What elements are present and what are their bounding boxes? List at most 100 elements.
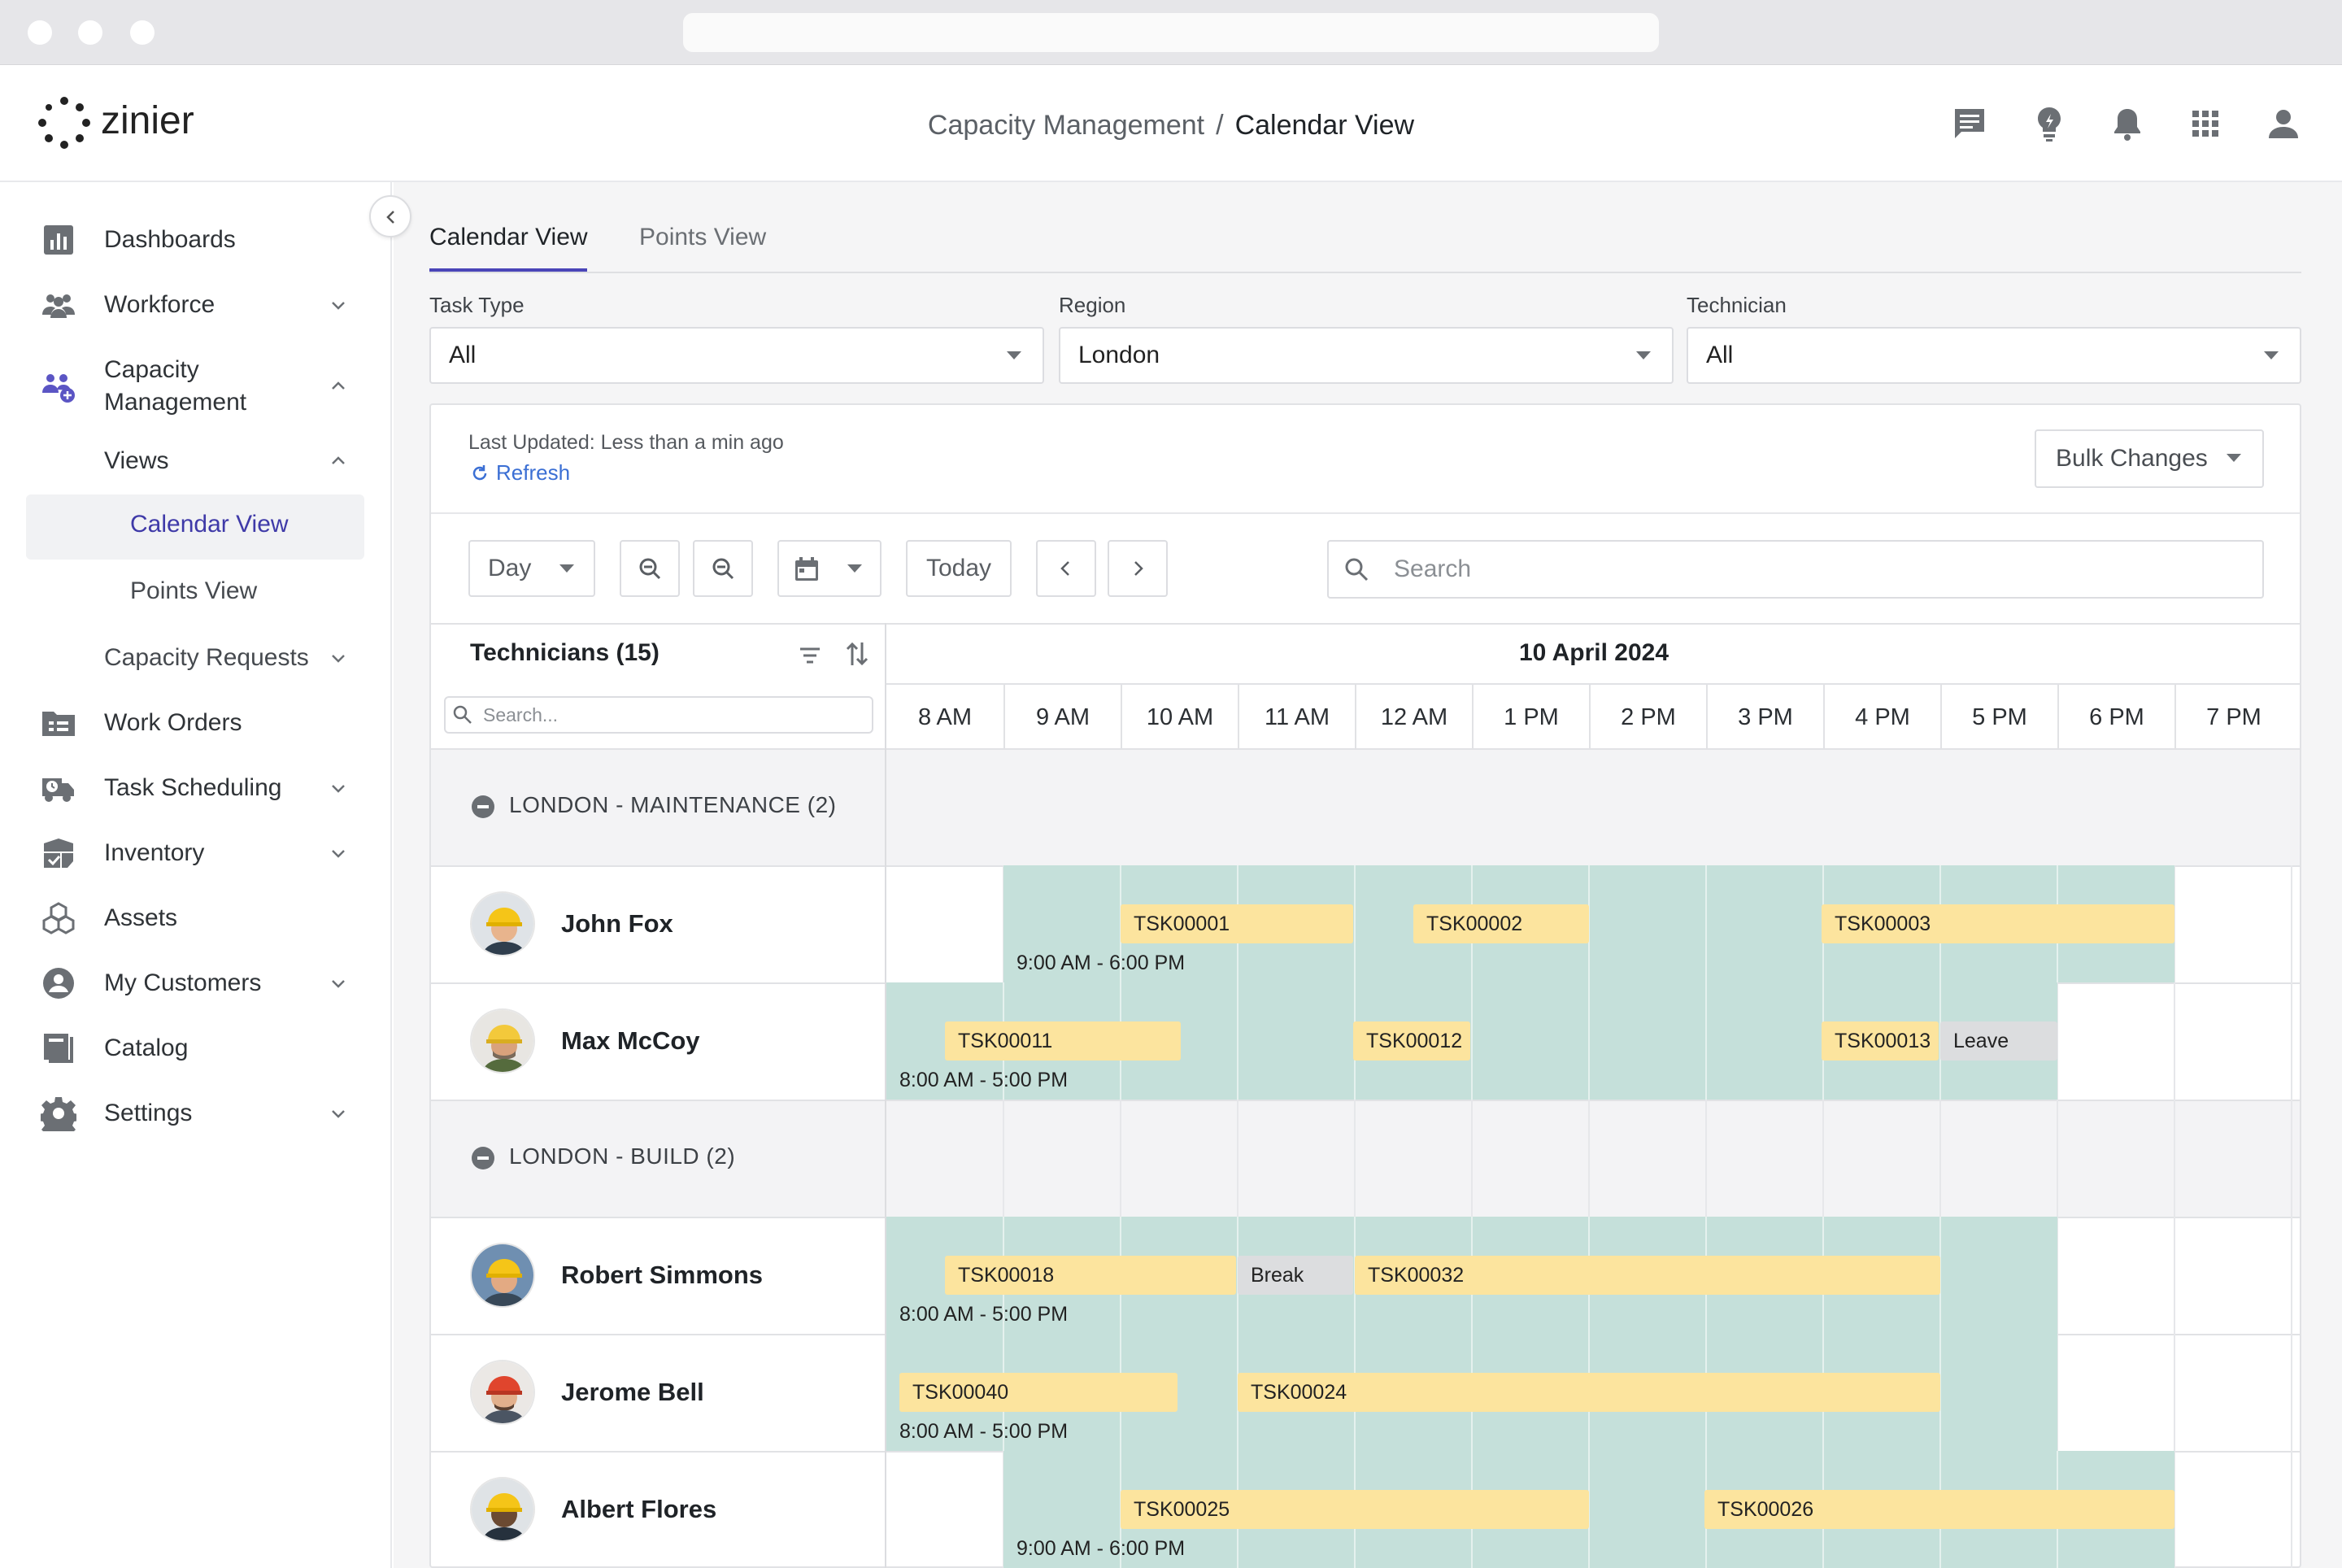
task-block[interactable]: TSK00040	[899, 1373, 1178, 1412]
sidebar-item-capacity-requests[interactable]: Capacity Requests	[0, 629, 392, 686]
lightbulb-icon[interactable]	[2030, 104, 2069, 143]
zoom-out-icon	[639, 558, 661, 580]
technician-search-input[interactable]: Search...	[444, 696, 873, 734]
technician-select[interactable]: All	[1687, 327, 2301, 384]
sidebar-item-views[interactable]: Views	[0, 433, 392, 490]
sidebar-item-label: Points View	[130, 577, 258, 604]
sidebar-item-inventory[interactable]: Inventory	[0, 825, 392, 882]
sort-icon[interactable]	[844, 639, 870, 669]
window-close-dot[interactable]	[28, 20, 52, 45]
date-picker-button[interactable]	[777, 540, 882, 597]
technician-name[interactable]: Jerome Bell	[561, 1378, 704, 1406]
breadcrumb-separator: /	[1216, 110, 1224, 141]
avatar[interactable]	[470, 1477, 535, 1542]
user-profile-icon[interactable]	[2264, 104, 2303, 143]
worker-avatar-icon	[472, 1244, 533, 1306]
address-bar[interactable]	[683, 13, 1659, 52]
avatar[interactable]	[470, 891, 535, 956]
worker-avatar-icon	[472, 893, 533, 955]
task-block[interactable]: TSK00001	[1121, 904, 1353, 943]
sidebar-item-capacity-management[interactable]: Capacity Management	[0, 350, 392, 423]
avatar[interactable]	[470, 1008, 535, 1074]
today-button[interactable]: Today	[906, 540, 1012, 597]
avatar[interactable]	[470, 1243, 535, 1308]
hours-divider	[886, 683, 2301, 685]
tab-points-view[interactable]: Points View	[639, 224, 767, 250]
region-label: Region	[1059, 293, 1126, 317]
next-day-button[interactable]	[1108, 540, 1168, 597]
search-input[interactable]: Search	[1327, 540, 2264, 599]
sidebar-item-calendar-view[interactable]: Calendar View	[26, 494, 364, 560]
task-type-select[interactable]: All	[429, 327, 1044, 384]
task-block[interactable]: TSK00024	[1238, 1373, 1940, 1412]
collapse-group-icon[interactable]	[472, 795, 494, 818]
sidebar-item-settings[interactable]: Settings	[0, 1085, 392, 1142]
app-name: zinier	[101, 99, 194, 142]
caret-down-icon	[559, 564, 574, 573]
task-block[interactable]: TSK00025	[1121, 1490, 1589, 1529]
bar-chart-icon	[44, 225, 73, 255]
sidebar-item-label: Views	[104, 447, 169, 474]
zoom-in-icon	[712, 558, 734, 580]
sidebar-item-catalog[interactable]: Catalog	[0, 1020, 392, 1077]
sidebar-item-task-scheduling[interactable]: Task Scheduling	[0, 760, 392, 817]
shift-time: 8:00 AM - 5:00 PM	[899, 1069, 1069, 1091]
break-block[interactable]: Break	[1238, 1256, 1353, 1295]
chat-icon[interactable]	[1950, 104, 1989, 143]
window-maximize-dot[interactable]	[130, 20, 155, 45]
refresh-link[interactable]: Refresh	[470, 460, 570, 486]
sidebar-collapse-button[interactable]	[369, 195, 411, 237]
bell-icon[interactable]	[2108, 104, 2147, 143]
task-block[interactable]: TSK00012	[1353, 1021, 1470, 1061]
leave-block[interactable]: Leave	[1940, 1021, 2057, 1061]
chevron-right-icon	[1134, 561, 1143, 576]
task-block[interactable]: TSK00002	[1413, 904, 1589, 943]
technician-name[interactable]: Max McCoy	[561, 1026, 700, 1055]
avatar[interactable]	[470, 1360, 535, 1425]
zoom-out-button[interactable]	[620, 540, 680, 597]
hour-label: 12 AM	[1355, 685, 1472, 750]
task-block[interactable]: TSK00003	[1822, 904, 2174, 943]
technician-name[interactable]: Albert Flores	[561, 1495, 717, 1523]
sidebar-item-label: Capacity Requests	[104, 644, 309, 671]
group-title: LONDON - BUILD (2)	[509, 1143, 736, 1169]
breadcrumb-parent[interactable]: Capacity Management	[927, 110, 1205, 141]
sidebar-item-dashboards[interactable]: Dashboards	[0, 211, 392, 268]
collapse-group-icon[interactable]	[472, 1147, 494, 1169]
refresh-icon	[472, 464, 487, 480]
filter-icon[interactable]	[797, 642, 823, 669]
task-block[interactable]: TSK00026	[1704, 1490, 2174, 1529]
sidebar-item-workforce[interactable]: Workforce	[0, 277, 392, 333]
box-check-icon	[44, 838, 73, 868]
technician-name[interactable]: Robert Simmons	[561, 1261, 764, 1289]
task-block[interactable]: TSK00013	[1822, 1021, 1939, 1061]
previous-day-button[interactable]	[1036, 540, 1096, 597]
apps-grid-icon[interactable]	[2186, 104, 2225, 143]
zoom-in-button[interactable]	[693, 540, 753, 597]
app-header	[0, 65, 2342, 182]
zinier-logo-icon[interactable]	[37, 96, 91, 150]
folder-list-icon	[42, 712, 75, 736]
calendar-date: 10 April 2024	[1519, 639, 1669, 666]
region-select[interactable]: London	[1059, 327, 1674, 384]
sidebar-item-my-customers[interactable]: My Customers	[0, 955, 392, 1012]
sidebar-item-points-view[interactable]: Points View	[0, 564, 392, 621]
shift-gridline	[1939, 1217, 1941, 1334]
sidebar-item-label: Task Scheduling	[104, 774, 282, 801]
chevron-left-icon	[1060, 561, 1069, 576]
technician-name[interactable]: John Fox	[561, 909, 673, 938]
task-block[interactable]: TSK00032	[1355, 1256, 1940, 1295]
task-block[interactable]: TSK00018	[945, 1256, 1236, 1295]
sidebar-item-work-orders[interactable]: Work Orders	[0, 695, 392, 751]
truck-clock-icon	[42, 778, 74, 802]
active-tab-indicator	[429, 268, 587, 272]
gear-icon	[41, 1097, 76, 1131]
window-minimize-dot[interactable]	[78, 20, 102, 45]
view-mode-dropdown[interactable]: Day	[468, 540, 595, 597]
sidebar-item-assets[interactable]: Assets	[0, 890, 392, 947]
sidebar-item-label: My Customers	[104, 969, 262, 996]
bulk-changes-dropdown[interactable]: Bulk Changes	[2035, 429, 2264, 488]
tab-calendar-view[interactable]: Calendar View	[429, 224, 588, 250]
task-block[interactable]: TSK00011	[945, 1021, 1181, 1061]
hour-label: 8 AM	[917, 704, 973, 730]
